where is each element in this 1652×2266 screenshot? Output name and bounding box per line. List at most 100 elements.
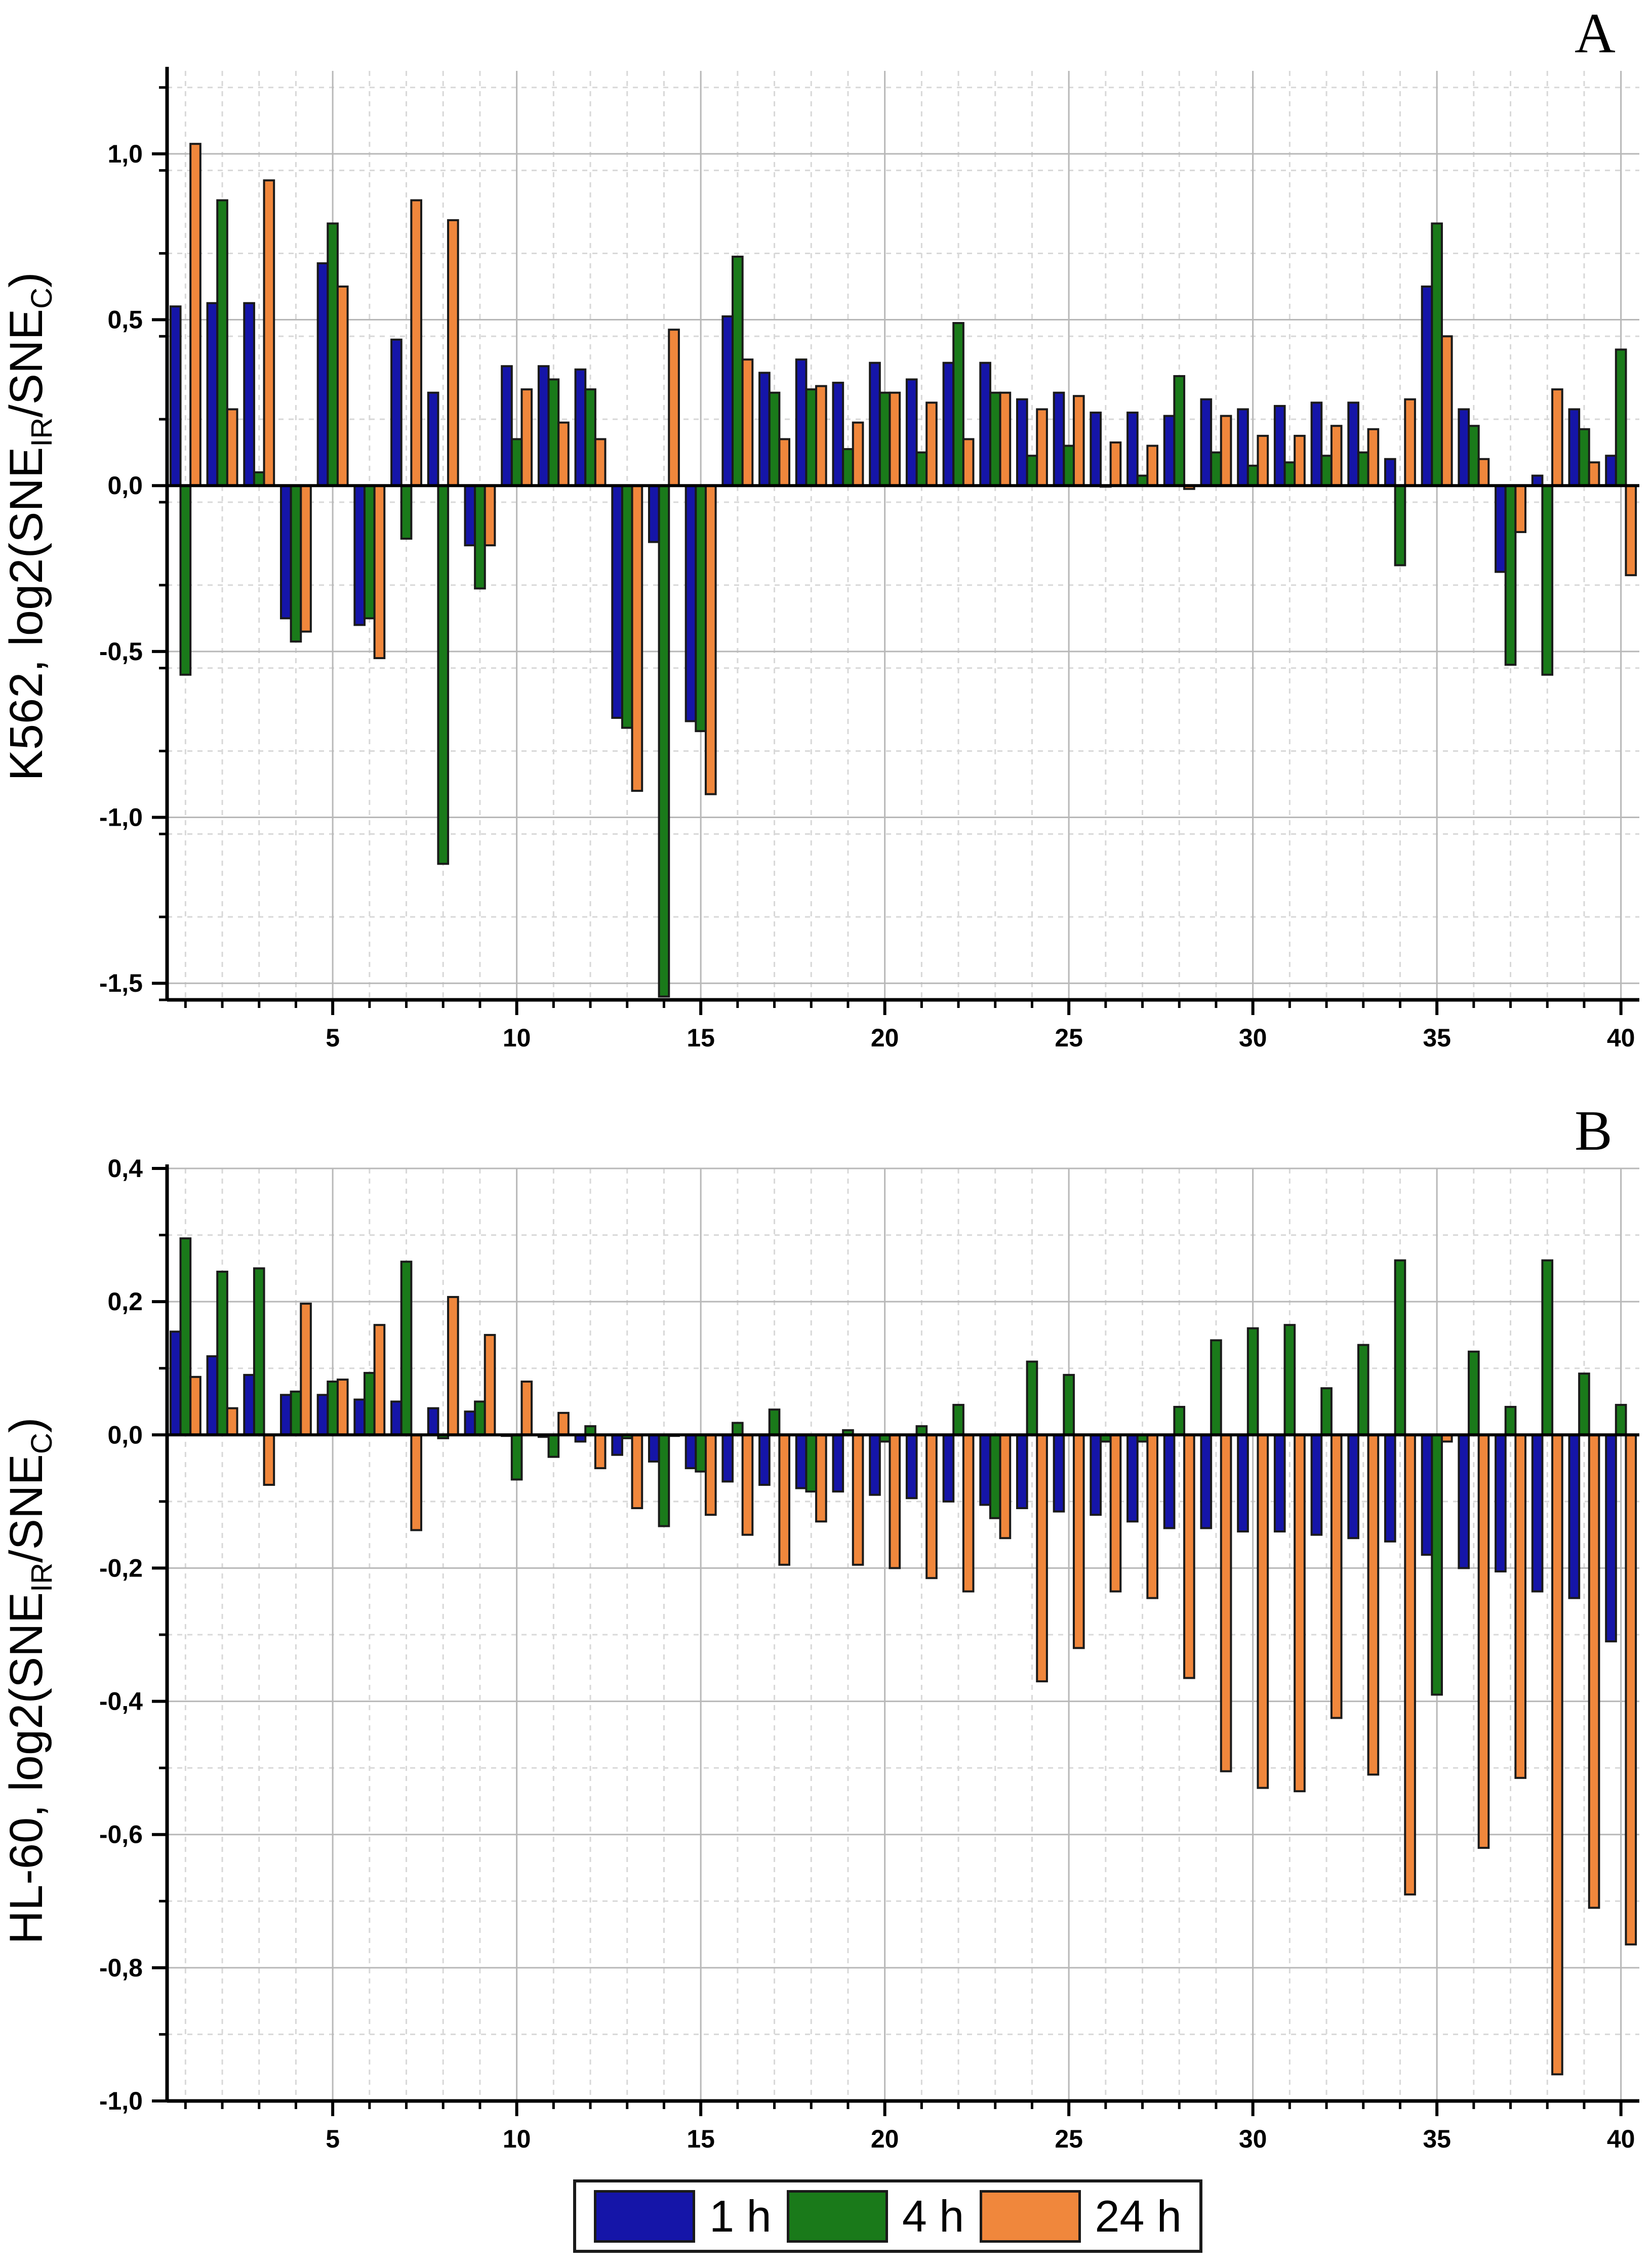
y-tick-label: -0,2: [99, 1554, 143, 1582]
bar-24h-23: [999, 391, 1012, 487]
bar-4h-36: [1468, 425, 1480, 487]
bar-4h-17: [768, 1408, 781, 1436]
bar-1h-29: [1200, 1434, 1213, 1529]
bar-4h-3: [253, 1267, 265, 1436]
bar-1h-21: [905, 378, 918, 487]
bar-4h-9: [474, 1400, 486, 1436]
bar-24h-34: [1404, 398, 1416, 487]
bar-24h-28: [1183, 1434, 1195, 1679]
x-tick-label: 10: [503, 1024, 531, 1052]
legend-item-4h: 4 h: [786, 2190, 964, 2243]
bar-24h-8: [447, 219, 459, 487]
bar-1h-30: [1237, 408, 1249, 487]
bar-4h-39: [1578, 428, 1590, 487]
bar-4h-12: [584, 388, 596, 487]
x-tick-label: 30: [1239, 2125, 1267, 2153]
bar-24h-20: [889, 1434, 901, 1569]
bar-4h-19: [842, 448, 854, 487]
legend-item-1h: 1 h: [594, 2190, 772, 2243]
bar-1h-2: [206, 302, 219, 487]
y-axis-label-b: HL-60, log2(SNEIR/SNEC): [0, 1417, 59, 1945]
bar-4h-38: [1541, 484, 1554, 676]
bar-4h-28: [1173, 1406, 1186, 1436]
bar-24h-9: [483, 1333, 496, 1436]
bar-1h-7: [390, 1400, 402, 1436]
bar-4h-11: [547, 1434, 560, 1458]
bar-4h-18: [805, 388, 818, 487]
bar-4h-21: [915, 451, 928, 487]
bar-24h-17: [778, 1434, 790, 1566]
chart-panel-a: -1,5 -1,0 -0,5 0,0 0,5 1,0 5 10 15 20 25 30 35 40: [99, 67, 1639, 1052]
y-tick-label: -0,4: [99, 1687, 143, 1716]
y-tick-label: -1,0: [99, 803, 143, 832]
bar-4h-1: [179, 484, 192, 676]
bar-24h-18: [815, 385, 827, 487]
bar-24h-29: [1220, 1434, 1232, 1772]
bar-24h-31: [1294, 434, 1306, 487]
bar-4h-9: [474, 484, 486, 590]
bar-1h-20: [869, 1434, 881, 1496]
bar-4h-34: [1394, 484, 1406, 566]
bar-24h-6: [373, 484, 386, 659]
bar-1h-34: [1384, 458, 1396, 487]
bar-24h-25: [1072, 395, 1085, 487]
bar-24h-21: [925, 1434, 938, 1580]
bar-24h-38: [1551, 1434, 1563, 2076]
bar-1h-1: [169, 305, 182, 487]
bar-4h-30: [1246, 1327, 1259, 1436]
bar-24h-36: [1477, 458, 1490, 487]
bar-1h-10: [501, 365, 513, 487]
bar-1h-40: [1605, 1434, 1617, 1643]
bar-24h-34: [1404, 1434, 1416, 1896]
bar-4h-1: [179, 1237, 192, 1436]
bar-1h-18: [795, 1434, 808, 1489]
bar-1h-20: [869, 361, 881, 487]
bar-1h-17: [758, 1434, 771, 1486]
bar-24h-32: [1330, 1434, 1343, 1719]
bar-24h-23: [999, 1434, 1012, 1540]
bar-1h-4: [280, 1394, 292, 1436]
bar-1h-22: [942, 1434, 955, 1503]
bar-4h-24: [1026, 455, 1038, 487]
bar-1h-35: [1421, 285, 1433, 487]
bar-4h-31: [1283, 461, 1296, 487]
bar-4h-37: [1504, 1406, 1517, 1436]
panel-label-b: B: [1575, 1100, 1613, 1162]
bar-4h-10: [510, 438, 523, 487]
bar-4h-25: [1063, 1373, 1075, 1436]
bar-24h-24: [1036, 408, 1048, 487]
bar-4h-25: [1063, 444, 1075, 487]
bar-24h-3: [263, 179, 275, 487]
bar-4h-6: [364, 484, 376, 620]
legend-item-24h: 24 h: [979, 2190, 1182, 2243]
bar-4h-14: [658, 484, 670, 998]
bar-4h-39: [1578, 1372, 1590, 1436]
bar-4h-8: [437, 484, 450, 865]
bar-1h-23: [979, 361, 991, 487]
bar-4h-35: [1431, 222, 1443, 487]
bar-1h-36: [1458, 408, 1470, 487]
bar-4h-7: [400, 1261, 413, 1436]
x-tick-label: 35: [1423, 1024, 1451, 1052]
bar-4h-15: [695, 1434, 707, 1473]
bar-4h-5: [327, 222, 339, 487]
bar-24h-39: [1588, 1434, 1600, 1909]
bar-1h-15: [684, 1434, 697, 1470]
bar-4h-20: [878, 391, 891, 487]
bar-24h-22: [962, 1434, 975, 1593]
bar-4h-30: [1246, 464, 1259, 487]
bar-1h-28: [1163, 1434, 1176, 1529]
y-tick-label: -0,8: [99, 1954, 143, 1982]
bar-1h-3: [243, 302, 255, 487]
bar-24h-10: [520, 388, 533, 487]
bar-4h-29: [1210, 1339, 1222, 1436]
bar-1h-37: [1495, 484, 1507, 573]
bar-4h-6: [364, 1371, 376, 1436]
bar-1h-39: [1568, 408, 1581, 487]
chart-panel-b: -1,0 -0,8 -0,6 -0,4 -0,2 0,0 0,2 0,4 5 10 15 20 25 30…: [99, 1154, 1639, 2153]
bar-24h-5: [336, 285, 349, 487]
bar-1h-3: [243, 1373, 255, 1436]
bar-4h-16: [732, 1422, 744, 1436]
bar-1h-25: [1053, 1434, 1065, 1513]
bar-4h-13: [621, 484, 633, 729]
